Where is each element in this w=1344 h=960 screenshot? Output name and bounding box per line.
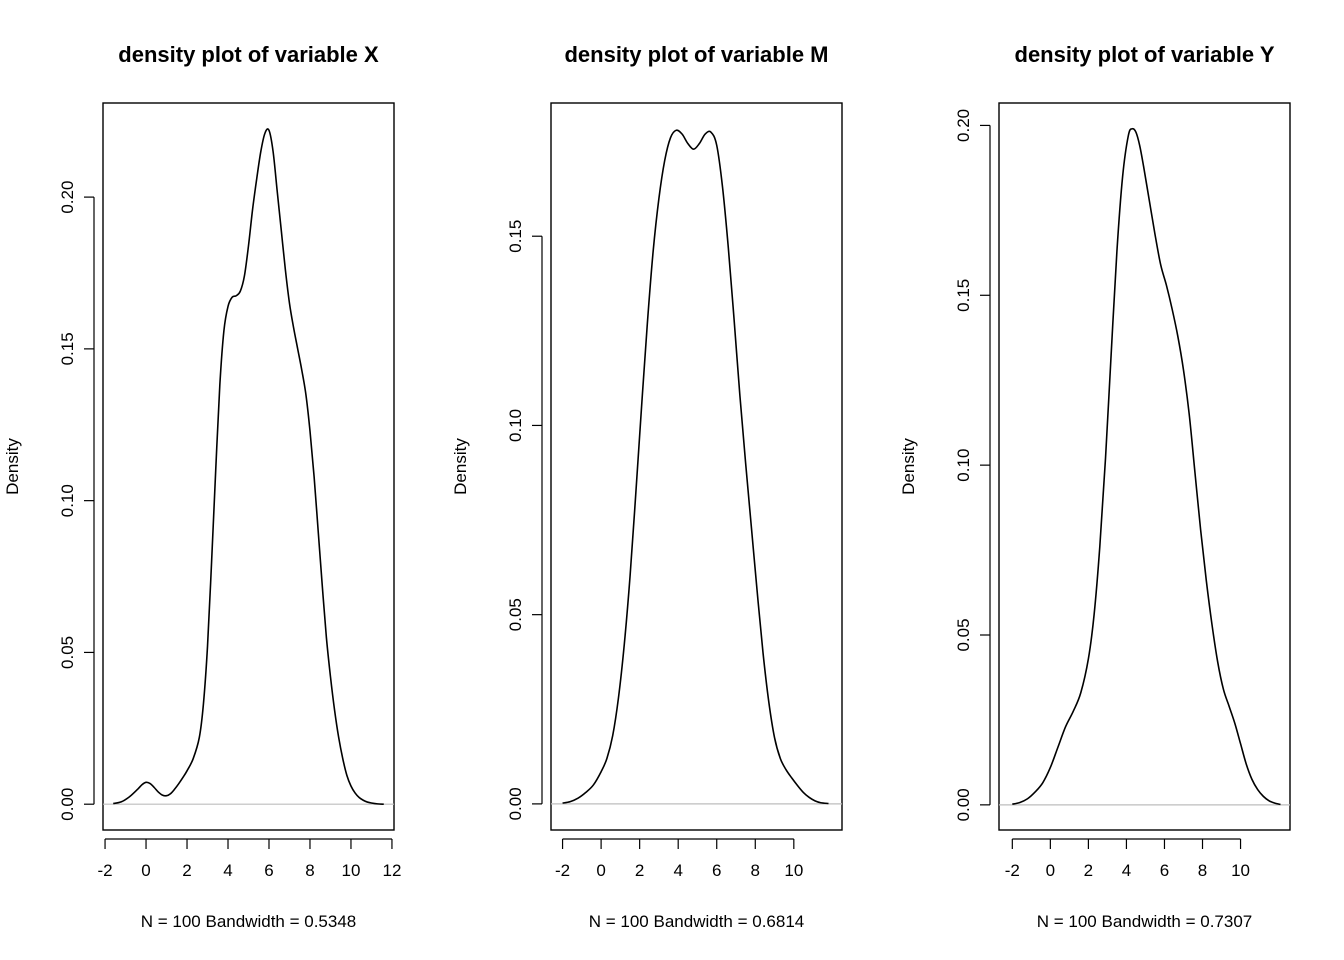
x-tick-label: -2 [555,861,570,880]
x-tick-label: 0 [1046,861,1055,880]
x-tick-label: 12 [382,861,401,880]
y-tick-label: 0.10 [506,409,525,442]
x-tick-label: 0 [141,861,150,880]
y-tick-label: 0.15 [58,332,77,365]
y-tick-label: 0.05 [58,636,77,669]
y-axis: 0.00 0.05 0.10 0.15 [506,220,543,820]
x-axis-label: N = 100 Bandwidth = 0.6814 [589,912,805,931]
y-axis: 0.00 0.05 0.10 0.15 0.20 [954,109,991,821]
x-tick-label: 0 [596,861,605,880]
x-tick-label: 10 [342,861,361,880]
chart-title: density plot of variable Y [1015,42,1275,67]
y-tick-label: 0.10 [58,484,77,517]
x-tick-label: 6 [264,861,273,880]
x-tick-label: 8 [305,861,314,880]
x-tick-label: 8 [1198,861,1207,880]
x-tick-label: 4 [223,861,232,880]
y-tick-label: 0.05 [954,618,973,651]
y-tick-label: 0.15 [954,279,973,312]
x-tick-label: 10 [784,861,803,880]
y-tick-label: 0.15 [506,220,525,253]
x-axis: -2 0 2 4 6 8 10 12 [97,838,401,880]
x-axis-label: N = 100 Bandwidth = 0.7307 [1037,912,1253,931]
y-axis-label: Density [899,438,918,495]
x-tick-label: 4 [673,861,682,880]
x-axis: -2 0 2 4 6 8 10 [1005,838,1250,880]
density-panel-2: density plot of variable M-2 0 2 4 6 8 100.000… [451,42,843,931]
y-axis-label: Density [451,438,470,495]
x-tick-label: 2 [1084,861,1093,880]
density-panel-3: density plot of variable Y-2 0 2 4 6 8 100.000… [899,42,1291,931]
density-curve [113,128,384,805]
y-tick-label: 0.05 [506,598,525,631]
x-tick-label: -2 [97,861,112,880]
y-tick-label: 0.20 [58,181,77,214]
plot-frame [102,102,395,831]
y-tick-label: 0.00 [506,787,525,820]
x-tick-label: 10 [1231,861,1250,880]
y-axis-label: Density [3,438,22,495]
x-tick-label: 2 [635,861,644,880]
x-tick-label: -2 [1005,861,1020,880]
density-curve [562,129,829,805]
x-axis: -2 0 2 4 6 8 10 [555,838,803,880]
y-tick-label: 0.00 [58,788,77,821]
x-tick-label: 6 [1160,861,1169,880]
plot-frame [550,102,843,831]
chart-title: density plot of variable X [118,42,379,67]
density-panel-1: density plot of variable X -2 0 2 4 6 8 10 12 0.0… [3,42,401,931]
chart-title: density plot of variable M [564,42,828,67]
x-tick-label: 2 [182,861,191,880]
density-curve [1012,127,1281,806]
x-axis-label: N = 100 Bandwidth = 0.5348 [141,912,357,931]
x-tick-label: 8 [751,861,760,880]
y-axis: 0.00 0.05 0.10 0.15 0.20 [58,181,95,821]
y-tick-label: 0.10 [954,449,973,482]
x-tick-label: 6 [712,861,721,880]
y-tick-label: 0.00 [954,788,973,821]
x-tick-label: 4 [1122,861,1131,880]
plot-frame [998,102,1291,831]
y-tick-label: 0.20 [954,109,973,142]
